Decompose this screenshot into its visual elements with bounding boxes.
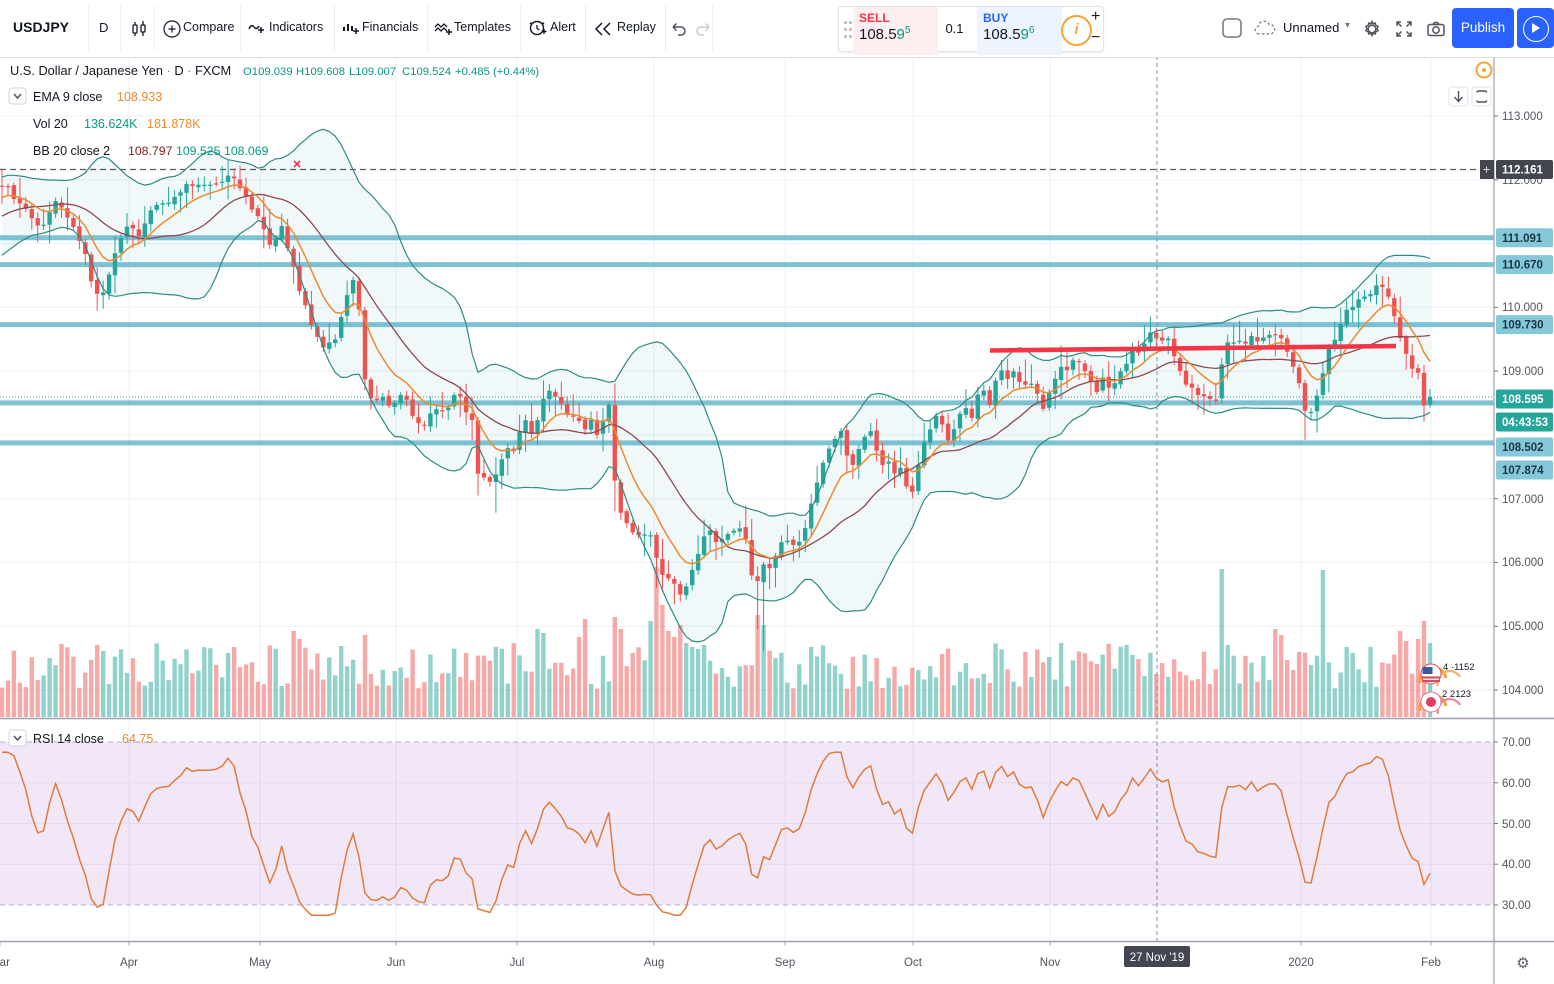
svg-text:+0.485 (+0.44%): +0.485 (+0.44%) bbox=[455, 66, 539, 78]
svg-text:40.00: 40.00 bbox=[1502, 859, 1531, 871]
svg-text:C109.524: C109.524 bbox=[402, 66, 451, 78]
svg-text:Feb: Feb bbox=[1421, 957, 1441, 969]
svg-text:4 ·1152: 4 ·1152 bbox=[1443, 662, 1475, 673]
svg-text:108.595: 108.595 bbox=[1502, 394, 1544, 406]
svg-text:2020: 2020 bbox=[1288, 957, 1314, 969]
svg-text:EMA 9 close: EMA 9 close bbox=[33, 90, 103, 104]
svg-text:105.000: 105.000 bbox=[1502, 621, 1544, 633]
svg-text:H109.608: H109.608 bbox=[296, 66, 345, 78]
svg-text:Jul: Jul bbox=[510, 957, 525, 969]
svg-text:L109.007: L109.007 bbox=[349, 66, 396, 78]
svg-text:60.00: 60.00 bbox=[1502, 778, 1531, 790]
svg-text:108.069: 108.069 bbox=[224, 144, 269, 158]
svg-text:⚙: ⚙ bbox=[1516, 955, 1529, 972]
svg-text:136.624K: 136.624K bbox=[84, 117, 138, 131]
svg-text:64.75: 64.75 bbox=[122, 732, 153, 746]
svg-text:108.502: 108.502 bbox=[1502, 442, 1544, 454]
svg-text:04:43:53: 04:43:53 bbox=[1502, 417, 1548, 429]
svg-text:Oct: Oct bbox=[904, 957, 923, 969]
svg-text:110.670: 110.670 bbox=[1502, 260, 1543, 272]
svg-text:Vol 20: Vol 20 bbox=[33, 117, 68, 131]
svg-text:107.000: 107.000 bbox=[1502, 494, 1544, 506]
svg-text:Nov: Nov bbox=[1040, 957, 1061, 969]
svg-text:RSI 14 close: RSI 14 close bbox=[33, 732, 104, 746]
svg-text:104.000: 104.000 bbox=[1502, 685, 1544, 697]
svg-text:108.797: 108.797 bbox=[128, 144, 173, 158]
svg-text:Apr: Apr bbox=[120, 957, 138, 969]
svg-text:109.730: 109.730 bbox=[1502, 320, 1544, 332]
svg-text:May: May bbox=[249, 957, 271, 969]
svg-text:50.00: 50.00 bbox=[1502, 819, 1531, 831]
svg-text:109.525: 109.525 bbox=[176, 144, 221, 158]
svg-text:70.00: 70.00 bbox=[1502, 737, 1531, 749]
svg-text:Mar: Mar bbox=[0, 957, 10, 969]
svg-text:BB 20 close 2: BB 20 close 2 bbox=[33, 144, 110, 158]
svg-text:107.874: 107.874 bbox=[1502, 465, 1544, 477]
svg-text:U.S. Dollar / Japanese Yen · D: U.S. Dollar / Japanese Yen · D · FXCM bbox=[10, 63, 231, 78]
svg-text:110.000: 110.000 bbox=[1502, 302, 1543, 314]
svg-text:112.161: 112.161 bbox=[1502, 165, 1544, 177]
svg-text:27 Nov '19: 27 Nov '19 bbox=[1130, 952, 1185, 964]
svg-text:113.000: 113.000 bbox=[1502, 111, 1543, 123]
svg-text:181.878K: 181.878K bbox=[147, 117, 201, 131]
svg-text:109.000: 109.000 bbox=[1502, 366, 1544, 378]
svg-text:Jun: Jun bbox=[387, 957, 406, 969]
svg-text:106.000: 106.000 bbox=[1502, 557, 1544, 569]
svg-text:30.00: 30.00 bbox=[1502, 900, 1531, 912]
svg-text:111.091: 111.091 bbox=[1502, 233, 1543, 245]
svg-text:+: + bbox=[1483, 163, 1490, 177]
svg-text:O109.039: O109.039 bbox=[243, 66, 293, 78]
svg-text:108.933: 108.933 bbox=[117, 90, 162, 104]
svg-text:Sep: Sep bbox=[775, 957, 795, 969]
svg-text:2 2123: 2 2123 bbox=[1442, 689, 1471, 700]
svg-text:Aug: Aug bbox=[644, 957, 664, 969]
